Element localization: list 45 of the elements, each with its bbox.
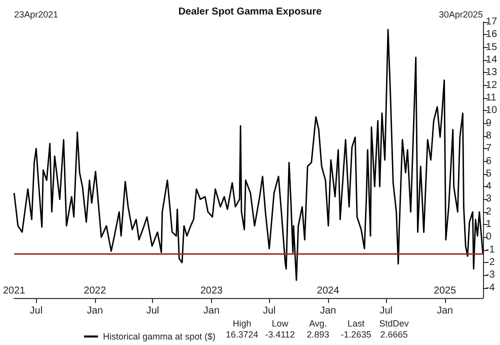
y-tick-label: 17 [486,16,498,28]
text: 30Apr2025 [438,10,483,20]
x-tick-label: Jan [436,306,453,316]
x2-tick-label: 2022 [84,286,106,296]
y-tick-label: -4 [486,282,496,294]
y-tick-label: -3 [486,270,496,281]
text: StdDev 2.6665 [379,318,410,340]
y-tick-label: -1 [486,244,496,256]
y-tick-label: 10 [486,105,498,116]
y-tick-label: 1 [486,219,492,230]
y-tick-label: 2 [486,206,492,218]
x2-tick-label: 2025 [434,286,456,296]
y-tick-label: 14 [486,54,498,66]
y-tick-label: 15 [486,42,498,53]
x-tick-label: Jan [86,306,103,316]
x-tick-label: Jul [380,306,393,316]
y-tick-label: 4 [486,181,492,192]
text: High 16.3724 [226,318,258,340]
x-tick-label: Jul [146,306,160,316]
x-tick-label: Jan [203,306,220,316]
y-tick-label: 8 [486,130,492,142]
x2-tick-label: 2021 [3,286,26,296]
x-tick-label: Jul [30,306,43,316]
y-tick-label: 12 [486,80,498,91]
text: 23Apr2021 [14,10,58,20]
legend-label: Historical gamma at spot ($) [103,332,216,342]
y-tick-label: 6 [486,156,492,167]
y-tick-label: 11 [486,92,497,104]
y-tick-label: 5 [486,168,492,180]
y-tick-label: 7 [486,143,492,154]
y-tick-label: 16 [486,29,498,40]
text: Last -1.2635 [340,318,372,340]
x-tick-label: Jan [320,306,336,316]
x2-tick-label: 2024 [316,286,340,296]
y-tick-label: 9 [486,118,492,129]
y-tick-label: 0 [486,232,492,243]
chart-title: Dealer Spot Gamma Exposure [178,6,322,18]
text: Low -3.4112 [265,318,295,340]
x-tick-label: Jul [262,306,276,316]
text: Avg. 2.893 [306,318,330,340]
y-tick-label: 3 [486,194,492,205]
line-series [13,28,484,281]
y-tick-label: -2 [486,257,496,268]
x2-tick-label: 2023 [200,286,224,296]
y-tick-label: 13 [486,67,498,78]
